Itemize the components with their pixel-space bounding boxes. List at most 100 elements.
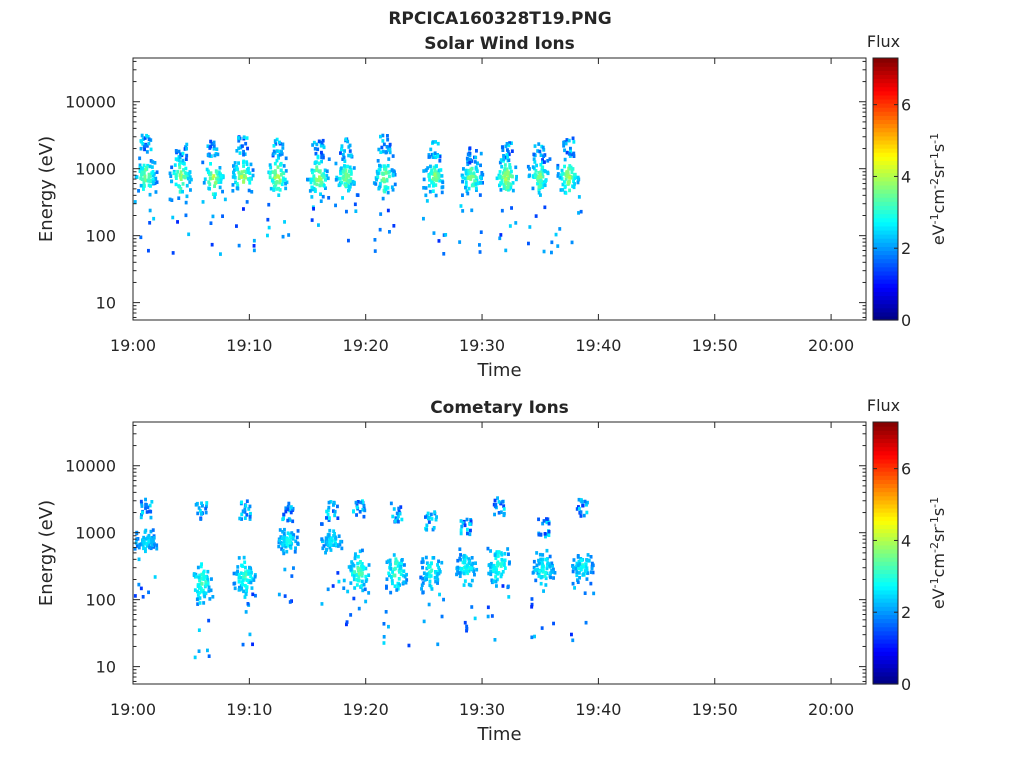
- heatmap-cell: [313, 147, 317, 151]
- heatmap-cell: [194, 572, 198, 577]
- heatmap-cell: [500, 553, 504, 557]
- heatmap-cell: [247, 569, 251, 573]
- heatmap-cell: [346, 180, 350, 184]
- heatmap-cell: [478, 193, 482, 197]
- heatmap-cell: [139, 499, 143, 504]
- heatmap-cell: [155, 170, 159, 174]
- heatmap-cell: [468, 160, 472, 165]
- heatmap-cell: [430, 568, 434, 573]
- colorbar-segment: [873, 458, 898, 464]
- heatmap-cell: [141, 137, 145, 141]
- heatmap-cell: [532, 152, 536, 157]
- heatmap-cell: [211, 176, 215, 180]
- heatmap-cell: [325, 516, 328, 520]
- heatmap-cell: [470, 578, 474, 583]
- heatmap-cell: [378, 167, 382, 172]
- heatmap-cell: [200, 577, 204, 581]
- heatmap-cell: [281, 142, 285, 147]
- heatmap-cell: [239, 576, 243, 580]
- heatmap-cell: [422, 216, 425, 221]
- heatmap-cell: [309, 180, 313, 185]
- heatmap-cell: [403, 574, 407, 579]
- heatmap-cell: [142, 546, 145, 551]
- heatmap-cell: [398, 583, 401, 587]
- heatmap-cell: [286, 507, 290, 512]
- heatmap-cell: [274, 181, 278, 185]
- colorbar-segment: [873, 540, 898, 546]
- heatmap-cell: [433, 168, 437, 173]
- heatmap-cell: [424, 193, 428, 198]
- heatmap-cell: [155, 180, 159, 184]
- panel-cometary-ions: 19:00 19:10 19:20 19:30 19:40 19:50 20:0010100…: [36, 396, 948, 745]
- heatmap-cell: [150, 538, 153, 542]
- heatmap-cell: [140, 172, 144, 177]
- heatmap-cell: [296, 541, 300, 546]
- heatmap-cell: [399, 505, 403, 509]
- heatmap-cell: [505, 142, 509, 146]
- heatmap-cell: [539, 170, 543, 174]
- heatmap-cell: [139, 235, 143, 240]
- heatmap-cell: [508, 165, 512, 170]
- heatmap-cell: [209, 588, 213, 593]
- heatmap-cell: [544, 534, 547, 539]
- heatmap-cell: [321, 155, 325, 160]
- heatmap-cell: [205, 501, 209, 505]
- heatmap-cell: [151, 178, 155, 182]
- heatmap-cell: [475, 169, 479, 173]
- colorbar-segment: [873, 434, 898, 439]
- heatmap-cell: [465, 517, 469, 522]
- heatmap-cell: [530, 597, 534, 601]
- heatmap-cell: [323, 177, 327, 182]
- heatmap-cell: [270, 178, 274, 183]
- heatmap-cell: [467, 186, 471, 191]
- heatmap-cell: [143, 530, 147, 534]
- heatmap-cell: [536, 571, 540, 575]
- heatmap-cell: [391, 188, 395, 192]
- heatmap-cell: [391, 154, 395, 158]
- x-tick-label: 19:20: [343, 700, 389, 719]
- heatmap-cell: [396, 564, 400, 568]
- heatmap-cell: [243, 516, 247, 520]
- heatmap-cell: [168, 171, 172, 176]
- heatmap-cell: [539, 178, 543, 183]
- heatmap-cell: [572, 154, 576, 158]
- heatmap-cell: [146, 135, 150, 139]
- heatmap-cell: [387, 624, 390, 629]
- heatmap-cell: [426, 511, 430, 516]
- colorbar-segment: [873, 254, 898, 260]
- heatmap-cell: [539, 560, 543, 565]
- heatmap-cell: [216, 152, 220, 157]
- colorbar-segment: [873, 168, 898, 174]
- heatmap-cell: [217, 178, 221, 182]
- heatmap-cell: [475, 188, 478, 192]
- heatmap-cell: [219, 177, 223, 181]
- heatmap-cell: [185, 142, 189, 147]
- colorbar-segment: [873, 148, 898, 153]
- heatmap-cell: [383, 164, 386, 168]
- heatmap-cell: [241, 575, 245, 580]
- heatmap-cell: [385, 145, 389, 149]
- heatmap-cell: [353, 202, 357, 207]
- heatmap-cell: [212, 140, 216, 145]
- heatmap-cell: [571, 136, 575, 141]
- heatmap-cell: [237, 176, 241, 180]
- heatmap-cell: [390, 574, 393, 579]
- heatmap-cell: [499, 158, 503, 162]
- heatmap-cell: [399, 568, 403, 573]
- heatmap-cell: [149, 138, 153, 142]
- heatmap-cell: [465, 627, 469, 631]
- heatmap-cell: [185, 183, 189, 188]
- heatmap-cell: [276, 165, 280, 169]
- heatmap-cell: [360, 583, 364, 588]
- heatmap-cell: [583, 569, 587, 573]
- heatmap-cell: [275, 158, 279, 163]
- heatmap-cell: [295, 535, 299, 540]
- colorbar-segment: [873, 450, 898, 456]
- heatmap-cell: [424, 186, 428, 190]
- heatmap-cell: [504, 181, 508, 185]
- colorbar-segment: [873, 131, 898, 137]
- heatmap-cell: [188, 175, 192, 179]
- heatmap-cell: [347, 184, 351, 188]
- heatmap-cell: [278, 538, 282, 542]
